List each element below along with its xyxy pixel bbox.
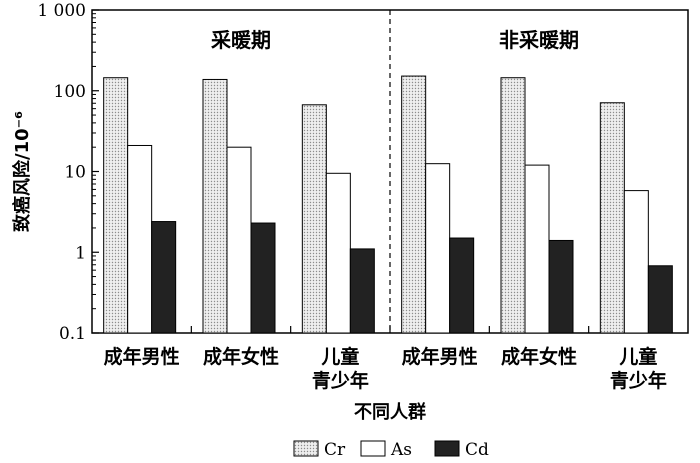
bar-cd bbox=[250, 222, 276, 334]
bar-as bbox=[226, 146, 252, 334]
bar-cd bbox=[151, 221, 177, 334]
category-label: 儿童 bbox=[320, 345, 359, 368]
y-tick-label: 100 bbox=[54, 82, 86, 102]
bar-cr bbox=[301, 104, 327, 334]
bar-cd bbox=[349, 248, 375, 334]
category-label: 成年女性 bbox=[501, 345, 577, 368]
bar-cr bbox=[401, 75, 427, 334]
category-label: 成年男性 bbox=[104, 345, 180, 368]
bar-as bbox=[127, 144, 153, 334]
x-axis-title: 不同人群 bbox=[354, 401, 426, 423]
bar-as bbox=[325, 172, 351, 334]
bar-as bbox=[425, 163, 451, 334]
bar-as bbox=[524, 164, 550, 334]
y-tick-label: 1 bbox=[75, 243, 86, 263]
legend: Cr As Cd bbox=[293, 440, 489, 460]
legend-label: As bbox=[390, 440, 412, 460]
y-tick-label: 10 bbox=[64, 163, 86, 183]
category-label: 成年女性 bbox=[203, 345, 279, 368]
bar-as bbox=[623, 190, 649, 334]
bar-cr bbox=[500, 77, 526, 334]
bar-cr bbox=[599, 102, 625, 334]
y-tick-label: 0.1 bbox=[59, 324, 86, 344]
legend-label: Cr bbox=[324, 440, 346, 460]
bar-cd bbox=[548, 239, 574, 334]
category-label: 青少年 bbox=[610, 369, 667, 392]
legend-label: Cd bbox=[465, 440, 489, 460]
bar-cd bbox=[449, 237, 475, 334]
period-label: 非采暖期 bbox=[499, 28, 579, 52]
legend-swatch-as bbox=[360, 440, 386, 457]
bar-cr bbox=[202, 78, 228, 334]
legend-swatch-cd bbox=[434, 440, 460, 457]
bar-cr bbox=[103, 77, 129, 334]
y-axis-title: 致癌风险/10⁻⁶ bbox=[11, 111, 33, 232]
y-tick-label: 1 000 bbox=[37, 1, 86, 21]
category-label: 儿童 bbox=[618, 345, 657, 368]
legend-swatch-cr bbox=[293, 440, 319, 457]
bar-cd bbox=[647, 265, 673, 334]
period-label: 采暖期 bbox=[211, 28, 271, 52]
category-label: 成年男性 bbox=[402, 345, 478, 368]
category-label: 青少年 bbox=[312, 369, 369, 392]
